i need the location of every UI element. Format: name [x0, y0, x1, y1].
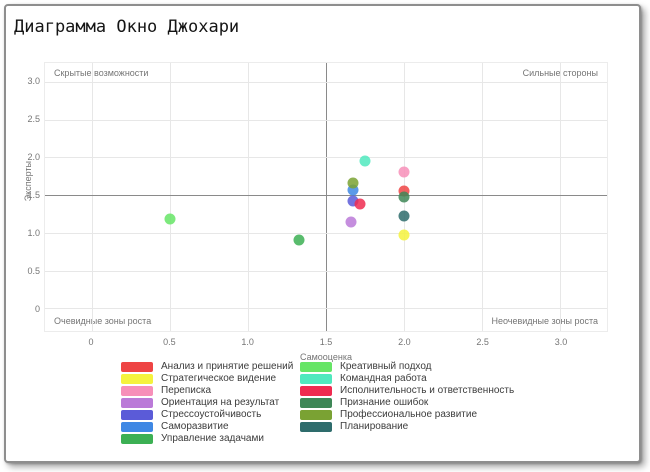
- gridline-horizontal: [45, 232, 607, 234]
- data-point[interactable]: [347, 177, 359, 189]
- legend-item[interactable]: Управление задачами: [121, 433, 293, 445]
- legend-item[interactable]: Креативный подход: [300, 361, 514, 373]
- y-tick-label: 0: [34, 304, 40, 315]
- x-tick-label: 1.5: [319, 337, 333, 347]
- legend-item[interactable]: Планирование: [300, 421, 514, 433]
- y-tick-label: 0.5: [27, 266, 40, 277]
- legend-label: Признание ошибок: [340, 397, 429, 408]
- legend-swatch: [121, 374, 153, 384]
- data-point[interactable]: [398, 166, 410, 178]
- y-tick-label: 2.0: [27, 152, 40, 163]
- legend-column-right: Креативный подход Командная работа Исполни…: [300, 361, 514, 433]
- legend-swatch: [121, 410, 153, 420]
- data-point[interactable]: [359, 155, 371, 167]
- gridline-vertical: [482, 63, 484, 331]
- y-tick-label: 1.5: [27, 190, 40, 201]
- legend-item[interactable]: Командная работа: [300, 373, 514, 385]
- data-point[interactable]: [293, 234, 305, 246]
- legend-swatch: [121, 362, 153, 372]
- quadrant-divider-vertical: [326, 63, 327, 331]
- x-tick-label: 0.5: [163, 337, 176, 347]
- data-point[interactable]: [398, 210, 410, 222]
- legend-column-left: Анализ и принятие решений Стратегическое …: [121, 361, 293, 445]
- legend-label: Стратегическое видение: [161, 373, 277, 384]
- legend-swatch: [121, 422, 153, 432]
- quadrant-label-nonobvious-growth: Неочевидные зоны роста: [491, 316, 598, 326]
- legend-label: Стрессоустойчивость: [161, 409, 262, 420]
- quadrant-label-hidden-opportunities: Скрытые возможности: [54, 68, 149, 78]
- x-axis-title: Самооценка: [300, 352, 352, 362]
- gridline-vertical: [169, 63, 171, 331]
- legend-item[interactable]: Анализ и принятие решений: [121, 361, 293, 373]
- data-point[interactable]: [354, 198, 366, 210]
- gridline-horizontal: [45, 81, 607, 83]
- chart-container: Диаграмма Окно Джохари Скрытые возможнос…: [6, 6, 639, 461]
- legend-label: Профессиональное развитие: [340, 409, 478, 420]
- x-tick-label: 2.0: [398, 337, 411, 347]
- legend-item[interactable]: Признание ошибок: [300, 397, 514, 409]
- data-point[interactable]: [347, 195, 359, 207]
- legend-item[interactable]: Переписка: [121, 385, 293, 397]
- legend-item[interactable]: Стратегическое видение: [121, 373, 293, 385]
- gridline-vertical: [91, 63, 93, 331]
- legend-swatch: [121, 386, 153, 396]
- y-tick-label: 2.5: [27, 114, 40, 125]
- data-point[interactable]: [398, 229, 410, 241]
- gridline-horizontal: [45, 119, 607, 121]
- x-tick-label: 0: [88, 337, 94, 347]
- legend-label: Переписка: [161, 385, 212, 396]
- quadrant-divider-horizontal: [45, 195, 607, 197]
- plot-area: Скрытые возможности Сильные стороны Очев…: [44, 62, 608, 332]
- gridline-horizontal: [45, 270, 607, 272]
- data-point[interactable]: [398, 191, 410, 203]
- legend-swatch: [121, 398, 153, 408]
- legend-label: Планирование: [340, 421, 409, 432]
- x-tick-label: 2.5: [476, 337, 489, 347]
- legend-label: Саморазвитие: [161, 421, 229, 432]
- legend-item[interactable]: Исполнительность и ответственность: [300, 385, 514, 397]
- legend-label: Командная работа: [340, 373, 427, 384]
- legend-label: Креативный подход: [340, 361, 432, 372]
- legend-swatch: [300, 410, 332, 420]
- legend-item[interactable]: Саморазвитие: [121, 421, 293, 433]
- legend-swatch: [300, 398, 332, 408]
- legend-label: Анализ и принятие решений: [161, 361, 294, 372]
- chart-title: Диаграмма Окно Джохари: [14, 17, 240, 37]
- legend-label: Ориентация на результат: [161, 397, 280, 408]
- app-window: Диаграмма Окно Джохари Скрытые возможнос…: [4, 4, 641, 463]
- x-tick-label: 3.0: [554, 337, 568, 347]
- legend-swatch: [300, 386, 332, 396]
- x-tick-label: 1.0: [241, 337, 254, 347]
- legend-item[interactable]: Стрессоустойчивость: [121, 409, 293, 421]
- gridline-horizontal: [45, 157, 607, 159]
- legend-swatch: [300, 374, 332, 384]
- y-tick-label: 1.0: [27, 228, 40, 239]
- data-point[interactable]: [347, 184, 359, 196]
- legend-swatch: [300, 422, 332, 432]
- legend-swatch: [300, 362, 332, 372]
- gridline-vertical: [560, 63, 562, 331]
- legend-swatch: [121, 434, 153, 444]
- quadrant-label-obvious-growth: Очевидные зоны роста: [54, 316, 152, 326]
- legend-label: Управление задачами: [161, 433, 264, 444]
- gridline-vertical: [247, 63, 249, 331]
- y-tick-label: 3.0: [27, 76, 40, 86]
- legend-item[interactable]: Ориентация на результат: [121, 397, 293, 409]
- legend-item[interactable]: Профессиональное развитие: [300, 409, 514, 421]
- data-point[interactable]: [164, 213, 176, 225]
- legend-label: Исполнительность и ответственность: [340, 385, 515, 396]
- gridline-horizontal: [45, 308, 607, 310]
- data-point[interactable]: [345, 216, 357, 228]
